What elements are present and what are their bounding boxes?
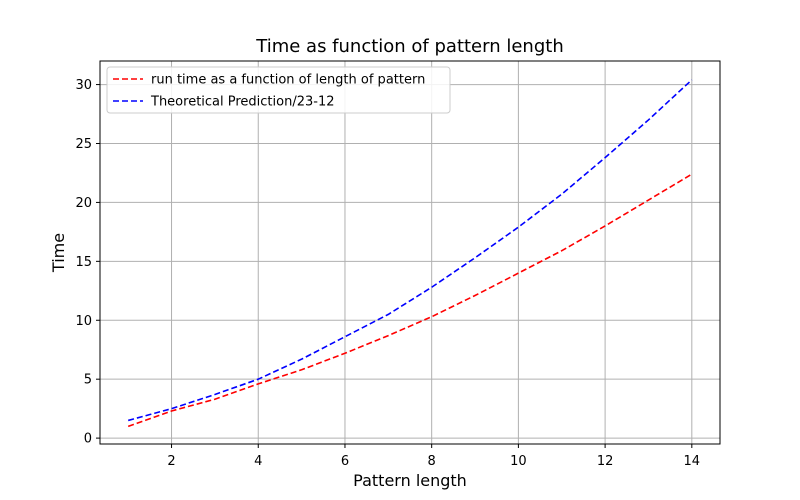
- legend-label-2: Theoretical Prediction/23-12: [150, 95, 335, 110]
- data-point-2: [386, 312, 390, 316]
- data-point-1: [603, 224, 607, 228]
- data-point-1: [560, 249, 564, 253]
- y-tick-label: 20: [75, 196, 92, 211]
- x-tick-label: 14: [684, 454, 701, 469]
- chart-title: Time as function of pattern length: [255, 36, 563, 57]
- data-point-2: [343, 335, 347, 339]
- series-line-2: [127, 79, 693, 422]
- data-point-1: [386, 334, 390, 338]
- data-point-1: [300, 368, 304, 372]
- data-point-2: [690, 78, 694, 82]
- data-point-1: [690, 172, 694, 176]
- y-tick-label: 30: [75, 78, 92, 93]
- y-tick-label: 15: [75, 255, 92, 270]
- grid-layer: [100, 61, 720, 444]
- data-point-2: [473, 256, 477, 260]
- y-tick-label: 10: [75, 314, 92, 329]
- tick-layer: 2 4 6 8 10 12 14 0 5 10 15 20 25 30: [75, 78, 700, 469]
- plot-frame: [99, 60, 721, 445]
- data-point-2: [126, 418, 130, 422]
- series-layer: [126, 78, 694, 428]
- legend: run time as a function of length of patt…: [106, 66, 451, 114]
- y-tick-label: 0: [84, 432, 92, 447]
- x-tick-label: 4: [254, 454, 262, 469]
- data-point-2: [256, 377, 260, 381]
- data-point-2: [603, 156, 607, 160]
- data-point-2: [560, 192, 564, 196]
- data-point-1: [256, 382, 260, 386]
- data-point-2: [213, 393, 217, 397]
- x-axis-title: Pattern length: [353, 471, 467, 490]
- data-point-2: [516, 225, 520, 229]
- data-point-1: [516, 271, 520, 275]
- data-point-1: [473, 294, 477, 298]
- y-tick-label: 5: [84, 373, 92, 388]
- x-tick-label: 2: [167, 454, 175, 469]
- series-line-1: [127, 173, 693, 428]
- y-axis-title: Time: [49, 233, 68, 273]
- data-point-2: [646, 118, 650, 122]
- x-tick-label: 12: [597, 454, 614, 469]
- data-point-2: [430, 285, 434, 289]
- data-point-1: [343, 351, 347, 355]
- y-tick-label: 25: [75, 137, 92, 152]
- data-point-1: [213, 397, 217, 401]
- data-point-1: [646, 198, 650, 202]
- x-tick-label: 6: [341, 454, 349, 469]
- x-tick-label: 8: [428, 454, 436, 469]
- data-point-2: [170, 407, 174, 411]
- legend-label-1: run time as a function of length of patt…: [151, 73, 425, 88]
- x-tick-label: 10: [510, 454, 527, 469]
- data-point-1: [430, 315, 434, 319]
- data-point-1: [126, 424, 130, 428]
- legend-box: [106, 66, 451, 114]
- data-point-2: [300, 357, 304, 361]
